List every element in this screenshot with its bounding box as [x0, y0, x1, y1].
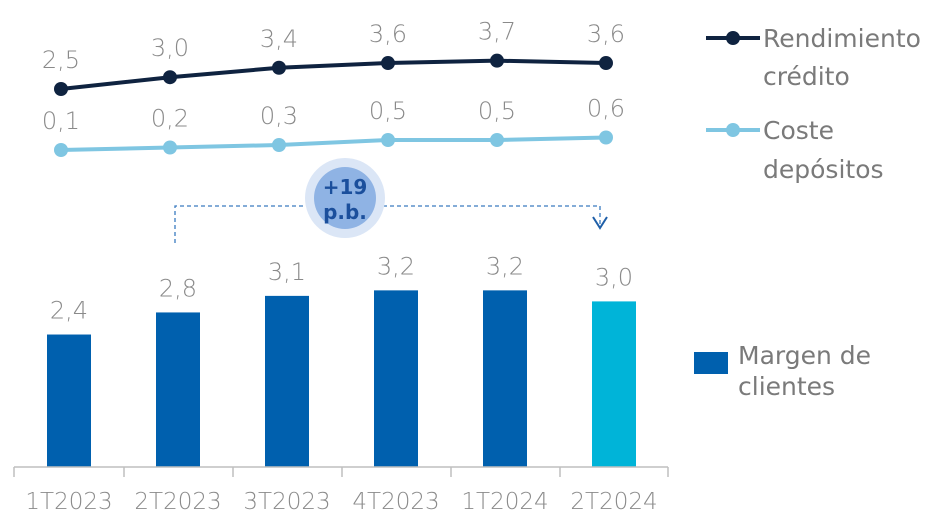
bar-4T2023: [374, 290, 418, 467]
coste-depositos-point-2T2023: [163, 140, 177, 155]
coste-depositos-label-3T2023: 0,3: [260, 102, 298, 130]
bar-label-3T2023: 3,1: [268, 258, 306, 286]
coste-depositos-label-2T2023: 0,2: [151, 105, 189, 133]
rendimiento-credito-point-2T2023: [163, 70, 177, 85]
x-tick-label-4T2023: 4T2023: [352, 489, 439, 515]
bar-1T2023: [47, 334, 91, 467]
coste-depositos-line: [60, 135, 607, 152]
legend-margen-line1: Margen de: [738, 341, 871, 370]
legend-rendimiento-line2: crédito: [763, 62, 850, 91]
x-axis: 1T2023 2T2023 3T2023 4T2023 1T2024 2T2024: [13, 466, 669, 515]
bar-value-labels: 2,4 2,8 3,1 3,2 3,2 3,0: [50, 252, 633, 324]
coste-depositos-label-2T2024: 0,6: [587, 95, 625, 123]
bar-2T2024: [592, 301, 636, 467]
rendimiento-credito-label-1T2024: 3,7: [478, 18, 516, 46]
rendimiento-credito-point-1T2023: [54, 82, 68, 96]
legend-rendimiento-line1: Rendimiento: [763, 24, 921, 53]
coste-depositos-point-1T2024: [490, 133, 504, 147]
bar-series: [47, 290, 636, 467]
bar-2T2023: [156, 312, 200, 467]
legend: Rendimiento crédito Coste depósitos Margen d…: [694, 24, 921, 401]
x-tick-label-3T2023: 3T2023: [243, 489, 330, 515]
rendimiento-credito-point-3T2023: [272, 60, 286, 75]
rendimiento-credito-label-3T2023: 3,4: [260, 25, 298, 53]
legend-coste-line2: depósitos: [763, 155, 884, 184]
rendimiento-credito-line: [60, 58, 607, 91]
line-series: 2,5 3,0 3,4 3,6 3,7 3,6 0,1 0,2 0,3 0,5 0,5 0,6: [42, 18, 625, 157]
rendimiento-credito-label-2T2023: 3,0: [151, 34, 189, 62]
rendimiento-credito-point-4T2023: [381, 56, 395, 71]
coste-depositos-point-2T2024: [599, 130, 613, 145]
rendimiento-credito-label-4T2023: 3,6: [369, 20, 407, 48]
x-tick-label-2T2024: 2T2024: [570, 489, 657, 515]
bar-label-2T2023: 2,8: [159, 274, 197, 302]
legend-rendimiento-swatch-dot: [726, 31, 740, 45]
rendimiento-credito-label-2T2024: 3,6: [587, 20, 625, 48]
annotation-arrowhead: [592, 216, 608, 230]
annotation: +19p.b.: [174, 158, 608, 243]
bar-1T2024: [483, 290, 527, 467]
coste-depositos-point-1T2023: [54, 143, 68, 157]
coste-depositos-label-1T2023: 0,1: [42, 107, 80, 135]
legend-coste-swatch-dot: [726, 123, 740, 137]
bar-3T2023: [265, 295, 309, 467]
rendimiento-credito-point-1T2024: [490, 53, 504, 68]
annotation-circle: [314, 167, 376, 229]
rendimiento-credito-point-2T2024: [599, 56, 613, 71]
rendimiento-credito-label-1T2023: 2,5: [42, 46, 80, 74]
annotation-bracket: [174, 205, 601, 243]
annotation-line1: +19: [323, 175, 368, 199]
legend-coste-line1: Coste: [763, 116, 834, 145]
bar-label-1T2024: 3,2: [486, 252, 524, 280]
coste-depositos-point-3T2023: [272, 138, 286, 152]
bar-label-4T2023: 3,2: [377, 252, 415, 280]
x-tick-label-1T2024: 1T2024: [461, 489, 548, 515]
x-tick-label-1T2023: 1T2023: [25, 489, 112, 515]
coste-depositos-label-1T2024: 0,5: [478, 97, 516, 125]
legend-margen-swatch: [694, 352, 728, 374]
bar-label-1T2023: 2,4: [50, 297, 88, 325]
coste-depositos-point-4T2023: [381, 133, 395, 147]
x-tick-label-2T2023: 2T2023: [134, 489, 221, 515]
coste-depositos-label-4T2023: 0,5: [369, 97, 407, 125]
annotation-line2: p.b.: [323, 200, 367, 224]
legend-margen-line2: clientes: [738, 372, 835, 401]
bar-label-2T2024: 3,0: [595, 263, 633, 291]
